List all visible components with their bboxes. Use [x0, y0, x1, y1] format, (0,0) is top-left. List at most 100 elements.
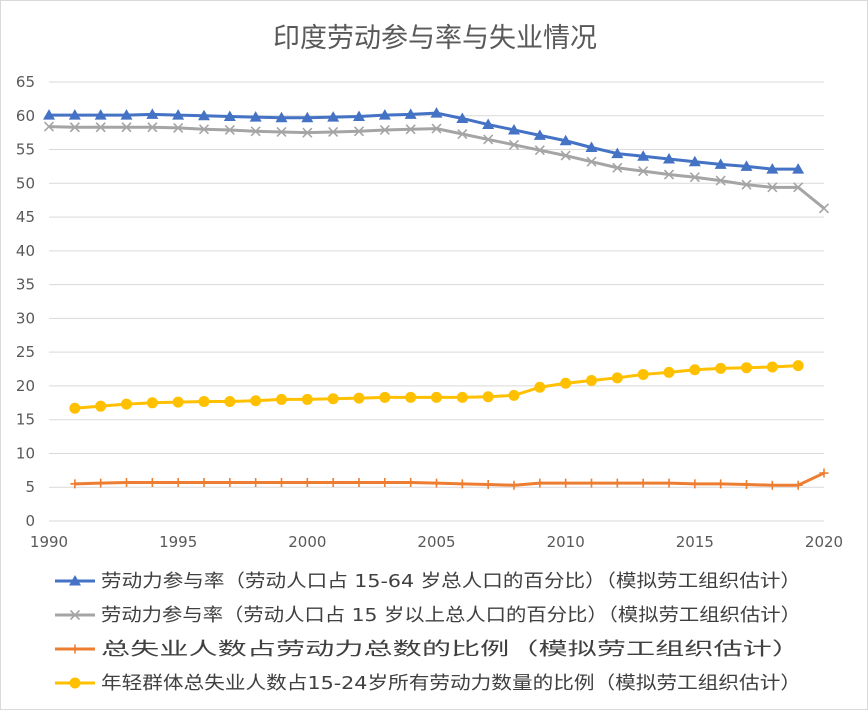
- data-point: [793, 480, 803, 490]
- data-point: [276, 393, 287, 405]
- data-point: [767, 480, 777, 490]
- data-point: [95, 400, 107, 412]
- legend: 劳动力参与率（劳动人口占 15-64 岁总人口的百分比）（模拟劳工组织估计） 劳动…: [55, 571, 801, 694]
- data-point: [534, 381, 546, 393]
- data-point: [818, 203, 830, 214]
- data-point: [327, 111, 340, 122]
- data-point: [561, 478, 571, 488]
- data-point: [302, 127, 313, 138]
- data-point: [663, 152, 675, 164]
- series-line: [74, 471, 825, 487]
- data-point: [432, 478, 441, 488]
- gridlines: [49, 81, 824, 522]
- y-tick-label: 35: [16, 276, 35, 294]
- data-point: [173, 122, 184, 133]
- data-point: [172, 396, 184, 408]
- x-tick-label: 1995: [159, 533, 197, 551]
- data-point: [353, 126, 365, 137]
- legend-item: 年轻群体总失业人数占15-24岁所有劳动力数量的比例（模拟劳工组织估计）: [55, 673, 801, 694]
- data-point: [380, 478, 390, 488]
- data-point: [560, 150, 571, 161]
- series-2: [70, 468, 829, 490]
- data-point: [689, 364, 701, 376]
- data-point: [353, 392, 365, 404]
- data-point: [328, 126, 339, 138]
- series-line: [49, 111, 799, 171]
- data-point: [456, 391, 468, 403]
- data-point: [69, 609, 81, 621]
- data-point: [173, 478, 183, 488]
- data-point: [456, 112, 469, 123]
- data-point: [457, 479, 467, 489]
- y-axis-ticks: 0 5 10 15 20 25 30 35 40 45 50 55 60 65: [16, 73, 35, 530]
- data-point: [251, 478, 261, 488]
- data-point: [147, 478, 157, 488]
- data-point: [792, 163, 805, 174]
- data-point: [740, 160, 753, 171]
- x-tick-label: 2015: [676, 533, 714, 551]
- y-tick-label: 30: [16, 309, 35, 327]
- data-point: [611, 372, 623, 384]
- data-point: [430, 107, 443, 118]
- data-point: [690, 479, 700, 489]
- data-point: [405, 391, 417, 403]
- series-0: [43, 107, 805, 174]
- data-point: [508, 139, 520, 150]
- data-point: [378, 109, 391, 120]
- legend-item: 总失业人数占劳动力总数的比例（模拟劳工组织估计）: [55, 639, 801, 660]
- y-tick-label: 65: [16, 73, 35, 91]
- y-tick-label: 15: [16, 411, 35, 429]
- data-point: [199, 478, 209, 488]
- y-tick-label: 25: [16, 343, 35, 361]
- data-point: [146, 108, 159, 119]
- data-point: [766, 163, 779, 174]
- series-group: [43, 107, 830, 490]
- data-point: [43, 121, 55, 132]
- y-tick-label: 50: [16, 174, 35, 192]
- data-point: [198, 395, 210, 407]
- series-3: [69, 360, 804, 414]
- data-point: [70, 479, 80, 489]
- data-point: [714, 158, 727, 169]
- data-point: [742, 480, 751, 490]
- data-point: [637, 150, 650, 161]
- chart-title: 印度劳动参与率与失业情况: [273, 23, 597, 54]
- data-point: [146, 397, 158, 409]
- data-point: [638, 478, 648, 488]
- y-tick-label: 0: [25, 512, 35, 530]
- data-point: [716, 479, 726, 489]
- data-point: [120, 109, 133, 120]
- data-point: [354, 478, 364, 488]
- data-point: [767, 182, 778, 193]
- data-point: [766, 361, 778, 373]
- data-point: [198, 109, 210, 121]
- data-point: [327, 393, 339, 405]
- x-axis-ticks: 1990 1995 2000 2005 2010 2015 2020: [30, 533, 843, 551]
- data-point: [43, 109, 55, 120]
- data-point: [508, 123, 520, 135]
- y-tick-label: 45: [16, 208, 35, 226]
- data-point: [94, 109, 107, 120]
- data-point: [741, 362, 752, 374]
- data-point: [69, 677, 81, 689]
- data-point: [585, 141, 598, 153]
- y-tick-label: 20: [16, 377, 35, 395]
- data-point: [792, 360, 804, 372]
- data-point: [70, 644, 80, 654]
- data-point: [379, 124, 390, 136]
- data-point: [225, 478, 235, 488]
- data-point: [249, 111, 262, 122]
- data-point: [688, 155, 701, 167]
- y-tick-label: 5: [25, 478, 35, 496]
- data-point: [250, 395, 262, 407]
- data-point: [224, 395, 236, 407]
- data-point: [224, 124, 235, 136]
- data-point: [586, 156, 597, 167]
- data-point: [560, 377, 572, 389]
- data-point: [533, 129, 546, 140]
- x-tick-label: 2020: [805, 533, 843, 551]
- data-point: [379, 391, 391, 403]
- data-point: [302, 478, 312, 488]
- data-point: [69, 122, 80, 133]
